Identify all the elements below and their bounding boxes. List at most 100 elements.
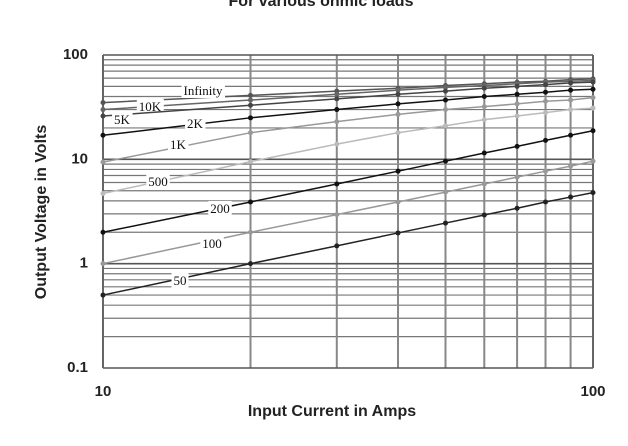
data-point [395, 199, 401, 205]
data-point [514, 83, 520, 89]
data-point [514, 91, 520, 97]
data-point [395, 130, 401, 136]
series-line [102, 78, 594, 104]
data-point [481, 181, 487, 187]
data-point [100, 132, 106, 138]
data-point [442, 88, 448, 94]
data-point [442, 189, 448, 195]
data-point [395, 87, 401, 93]
data-point [514, 143, 520, 149]
series-line [102, 129, 594, 233]
series-line [102, 88, 594, 137]
label-background [181, 82, 225, 98]
series-label-group: 200 [208, 200, 232, 216]
label-background [136, 98, 164, 114]
data-point [442, 107, 448, 113]
data-point [248, 159, 254, 165]
x-tick-label: 10 [95, 383, 112, 400]
data-point [568, 132, 574, 138]
y-tick-label: 10 [71, 150, 88, 167]
data-point [100, 107, 106, 113]
data-point [543, 137, 549, 143]
data-point [334, 119, 340, 125]
series-label: 50 [174, 273, 187, 288]
data-point [395, 168, 401, 174]
data-point [248, 261, 254, 267]
series-label: 10K [139, 99, 162, 114]
series-label: Infinity [184, 83, 223, 98]
series-line [102, 96, 594, 163]
data-point [442, 158, 448, 164]
data-point [590, 86, 596, 92]
series-label: 2K [187, 116, 204, 131]
data-point [568, 107, 574, 113]
label-background [146, 173, 170, 189]
series-label-group: 10K [136, 98, 164, 114]
y-tick-label: 100 [63, 46, 88, 63]
data-point [334, 91, 340, 97]
label-background [171, 272, 189, 288]
data-point [100, 100, 106, 106]
label-background [112, 111, 133, 127]
series-line [102, 107, 594, 195]
label-background [185, 115, 206, 131]
data-point [248, 130, 254, 136]
series-label-group: 5K [112, 111, 133, 127]
data-point [568, 163, 574, 169]
data-point [100, 113, 106, 119]
data-point [100, 292, 106, 298]
data-point [568, 80, 574, 86]
data-point [568, 97, 574, 103]
series-label-group: 50 [171, 272, 189, 288]
data-point [590, 158, 596, 164]
series-label-group: 1K [168, 136, 189, 152]
data-point [395, 101, 401, 107]
data-point [442, 220, 448, 226]
data-point [514, 101, 520, 107]
data-point [481, 94, 487, 100]
series-line [102, 160, 594, 265]
data-point [514, 113, 520, 119]
data-point [481, 117, 487, 123]
series-label-group: Infinity [181, 82, 225, 98]
data-point [543, 110, 549, 116]
series-label-group: 2K [185, 115, 206, 131]
chart-title: For various ohmic loads [229, 0, 414, 10]
data-point [100, 261, 106, 267]
data-point [481, 212, 487, 218]
data-point [568, 194, 574, 200]
data-point [543, 89, 549, 95]
label-background [168, 136, 189, 152]
data-point [543, 98, 549, 104]
y-tick-label: 0.1 [67, 359, 88, 376]
data-point [481, 104, 487, 110]
data-point [100, 159, 106, 165]
y-axis-title: Output Voltage in Volts [33, 125, 50, 300]
label-background [208, 200, 232, 216]
series-line [102, 79, 594, 111]
data-point [543, 168, 549, 174]
x-tick-label: 100 [580, 383, 605, 400]
series-line [102, 81, 594, 117]
data-point [334, 243, 340, 249]
data-point [334, 212, 340, 218]
data-point [442, 84, 448, 90]
series-label: 5K [114, 112, 131, 127]
data-point [590, 105, 596, 111]
data-point [395, 230, 401, 236]
data-point [481, 85, 487, 91]
data-point [590, 190, 596, 196]
data-point [334, 141, 340, 147]
data-point [442, 123, 448, 129]
data-point [248, 115, 254, 121]
data-point [334, 96, 340, 102]
x-axis-title: Input Current in Amps [248, 403, 416, 420]
data-point [100, 191, 106, 197]
data-point [590, 128, 596, 134]
data-point [248, 97, 254, 103]
data-point [248, 199, 254, 205]
series-label: 500 [148, 174, 168, 189]
data-point [395, 111, 401, 117]
series-label-group: 100 [200, 235, 224, 251]
